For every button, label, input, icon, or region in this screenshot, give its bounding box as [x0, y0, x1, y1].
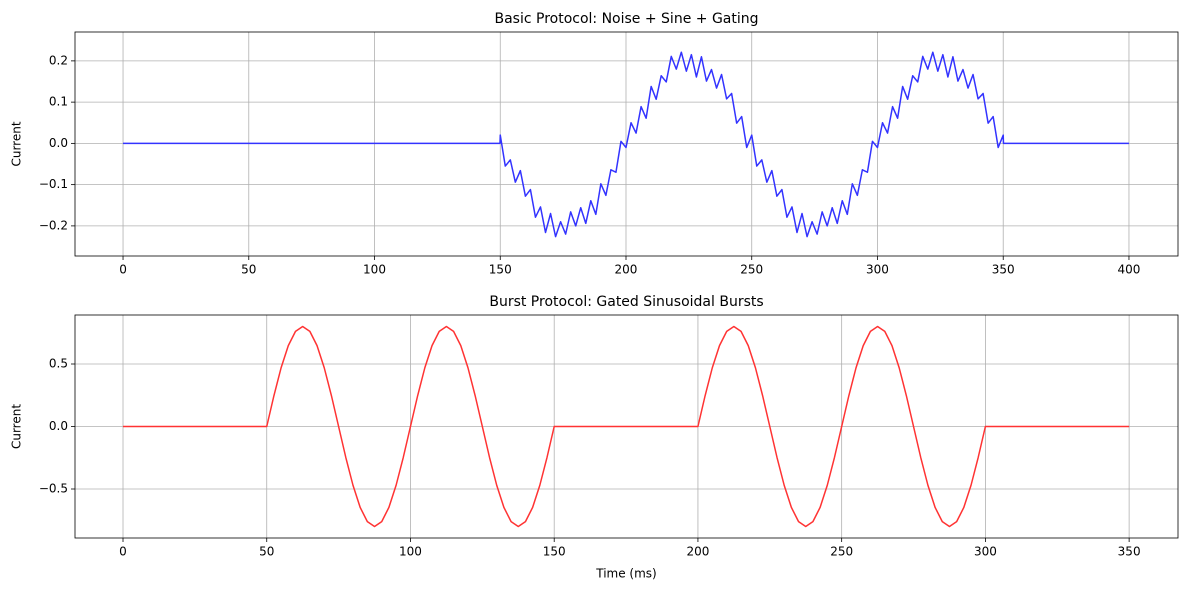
axes-frame [74, 314, 1179, 539]
x-tick-label: 250 [830, 545, 853, 559]
x-tick-label: 100 [363, 263, 386, 277]
chart-title: Burst Protocol: Gated Sinusoidal Bursts [489, 294, 763, 310]
x-tick-label: 200 [686, 545, 709, 559]
x-tick-label: 0 [119, 263, 127, 277]
x-axis-label: Time (ms) [595, 567, 657, 581]
y-tick-label: −0.2 [39, 218, 68, 232]
chart-title: Basic Protocol: Noise + Sine + Gating [494, 11, 758, 27]
y-tick-label: 0.1 [49, 95, 68, 109]
axes-frame [74, 31, 1179, 257]
y-tick-label: −0.5 [39, 482, 68, 496]
x-tick-label: 50 [259, 545, 274, 559]
x-tick-label: 400 [1118, 263, 1141, 277]
x-tick-label: 150 [489, 263, 512, 277]
x-tick-label: 350 [992, 263, 1015, 277]
x-tick-label: 0 [119, 545, 127, 559]
y-tick-label: −0.1 [39, 177, 68, 191]
y-axis-label: Current [10, 121, 24, 166]
y-tick-label: 0.0 [49, 419, 68, 433]
x-tick-label: 200 [615, 263, 638, 277]
x-tick-label: 50 [241, 263, 256, 277]
x-tick-label: 100 [399, 545, 422, 559]
data-line [123, 325, 1130, 528]
x-tick-label: 300 [974, 545, 997, 559]
y-tick-label: 0.2 [49, 53, 68, 67]
y-tick-label: 0.5 [49, 357, 68, 371]
x-tick-label: 250 [740, 263, 763, 277]
x-tick-label: 150 [543, 545, 566, 559]
y-tick-label: 0.0 [49, 136, 68, 150]
x-tick-label: 300 [866, 263, 889, 277]
x-tick-label: 350 [1118, 545, 1141, 559]
data-line [123, 51, 1129, 238]
y-axis-label: Current [10, 404, 24, 449]
